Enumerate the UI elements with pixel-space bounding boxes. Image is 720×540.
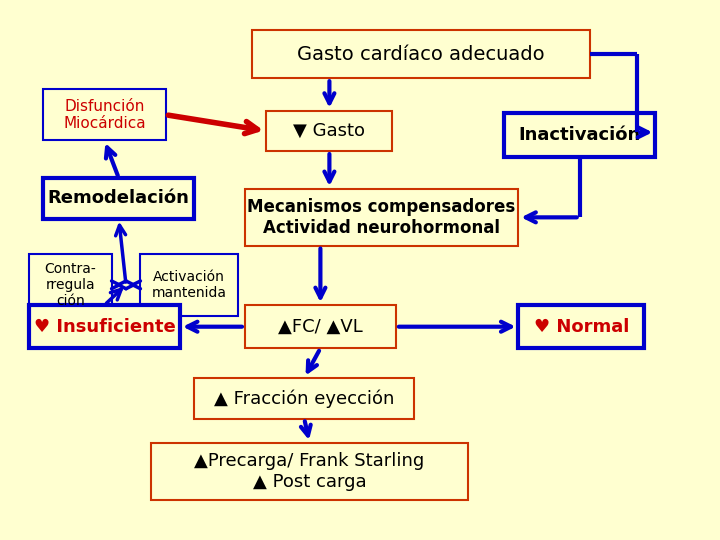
- FancyBboxPatch shape: [504, 113, 655, 157]
- FancyBboxPatch shape: [43, 178, 194, 219]
- FancyBboxPatch shape: [43, 89, 166, 140]
- FancyBboxPatch shape: [29, 305, 180, 348]
- Text: Mecanismos compensadores
Actividad neurohormonal: Mecanismos compensadores Actividad neuro…: [248, 198, 516, 237]
- Text: Gasto cardíaco adecuado: Gasto cardíaco adecuado: [297, 44, 545, 64]
- FancyBboxPatch shape: [252, 30, 590, 78]
- Text: ♥ Insuficiente: ♥ Insuficiente: [34, 318, 175, 336]
- FancyBboxPatch shape: [245, 189, 518, 246]
- FancyBboxPatch shape: [518, 305, 644, 348]
- FancyBboxPatch shape: [245, 305, 396, 348]
- FancyBboxPatch shape: [151, 443, 468, 500]
- Text: Remodelación: Remodelación: [48, 190, 190, 207]
- FancyBboxPatch shape: [194, 378, 414, 419]
- Text: ▲Precarga/ Frank Starling
▲ Post carga: ▲Precarga/ Frank Starling ▲ Post carga: [194, 452, 425, 490]
- Text: Inactivación: Inactivación: [518, 126, 641, 144]
- FancyBboxPatch shape: [140, 254, 238, 316]
- Text: Disfunción
Miocárdica: Disfunción Miocárdica: [63, 98, 145, 131]
- Text: ♥ Normal: ♥ Normal: [534, 318, 629, 336]
- FancyBboxPatch shape: [29, 254, 112, 316]
- Text: ▲ Fracción eyección: ▲ Fracción eyección: [214, 389, 395, 408]
- Text: ▲FC/ ▲VL: ▲FC/ ▲VL: [278, 318, 363, 336]
- Text: ▼ Gasto: ▼ Gasto: [294, 122, 365, 140]
- Text: Activación
mantenida: Activación mantenida: [151, 270, 227, 300]
- FancyBboxPatch shape: [266, 111, 392, 151]
- Text: Contra-
rregula
ción: Contra- rregula ción: [45, 262, 96, 308]
